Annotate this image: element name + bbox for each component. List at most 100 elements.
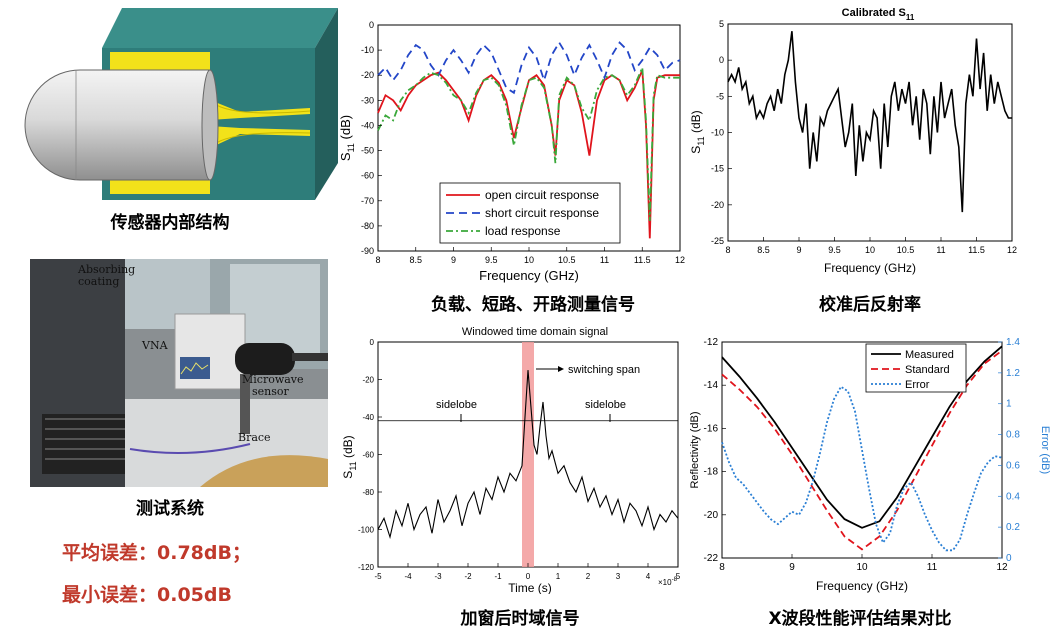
x-tick-label: 9.5 (828, 245, 841, 255)
y-tick-label: 5 (719, 19, 724, 29)
avg-error-note: 平均误差：0.78dB； (62, 542, 251, 564)
series-line-0 (377, 370, 679, 540)
y-right-tick-label: 0.8 (1006, 430, 1020, 441)
chart-x-band-comparison: 8 9 10 11 12 -12 -14 -16 -18 -20 -22 0 0.2 0.4 0.6 0.8 1… (690, 337, 1050, 593)
label-absorbing-2: coating (78, 275, 119, 288)
caption-comparison: X波段性能评估结果对比 (768, 609, 952, 629)
y-right-tick-label: 1.2 (1006, 368, 1020, 379)
series-line-2 (721, 385, 1003, 552)
chart-windowed-time: Windowed time domain signal -5 -4 -3 -2 -1 0 1… (341, 326, 681, 594)
y-tick-label: -20 (704, 510, 719, 521)
label-vna: VNA (141, 339, 169, 352)
y-tick-label: -22 (704, 553, 719, 564)
chart2-xlabel: Frequency (GHz) (824, 261, 916, 275)
y-tick-label: -90 (361, 246, 374, 256)
x-tick-label: -3 (434, 572, 442, 581)
label-microwave-2: sensor (252, 385, 290, 398)
y-right-tick-label: 0.6 (1006, 460, 1020, 471)
x-tick-label: 11 (600, 255, 609, 265)
y-tick-label: -10 (711, 128, 724, 138)
x-tick-label: 8 (719, 562, 725, 573)
series-line-0 (377, 69, 680, 239)
label-brace: Brace (238, 431, 271, 444)
x-tick-label: 11.5 (634, 255, 651, 265)
x-tick-label: 4 (646, 572, 651, 581)
chart2-ylabel: S11 (dB) (690, 110, 706, 153)
x-tick-label: 12 (675, 255, 685, 265)
x-tick-label: 11.5 (968, 245, 985, 255)
x-tick-label: 3 (616, 572, 621, 581)
x-tick-label: 11 (927, 562, 938, 573)
y-tick-label: -25 (711, 236, 724, 246)
label-absorbing-1: Absorbing (77, 263, 135, 276)
x-tick-label: -2 (464, 572, 472, 581)
series-line-0 (721, 345, 1003, 529)
x-tick-label: 10 (524, 255, 534, 265)
switching-span-band (522, 342, 534, 567)
chart3-ylabel: S11 (dB) (341, 435, 358, 478)
y-tick-label: -60 (362, 451, 374, 460)
legend-label-0: open circuit response (485, 188, 599, 202)
y-tick-label: 0 (719, 55, 724, 65)
chart-calibrated-s11: Calibrated S11 8 8.5 9 9.5 10 10.5 11 11.5 12 5 0 -… (690, 7, 1017, 275)
series-line-1 (377, 40, 681, 95)
y-tick-label: -60 (361, 171, 374, 181)
y-tick-label: -20 (711, 200, 724, 210)
x-tick-label: 9 (451, 255, 456, 265)
sensor-illustration (24, 8, 338, 200)
chart3-annotations: switching span sidelobe sidelobe (436, 364, 640, 422)
x-tick-label: 10.5 (558, 255, 576, 265)
y-tick-label: -10 (361, 45, 374, 55)
annotation-switching-span: switching span (568, 364, 640, 376)
x-tick-label: 8 (375, 255, 380, 265)
chart4-xlabel: Frequency (GHz) (816, 579, 908, 593)
annotation-sidelobe-left: sidelobe (436, 399, 477, 411)
x-tick-label: 8 (725, 245, 730, 255)
chart4-ylabel: Reflectivity (dB) (690, 411, 701, 488)
x-tick-label: 0 (526, 572, 531, 581)
x-tick-label: -5 (374, 572, 382, 581)
x-tick-label: 5 (676, 572, 681, 581)
y-tick-label: -70 (361, 196, 374, 206)
sensor-board (102, 8, 338, 48)
legend-label-1: Standard (905, 364, 950, 376)
chart1-xlabel: Frequency (GHz) (479, 268, 579, 283)
series-line-0 (727, 31, 1012, 213)
x-tick-label: 12 (996, 562, 1008, 573)
chart4-legend: Measured Standard Error (865, 343, 967, 393)
min-error-note: 最小误差：0.05dB (62, 584, 232, 606)
y-tick-label: -50 (361, 146, 374, 156)
legend-label-1: short circuit response (485, 206, 599, 220)
y-tick-label: -15 (711, 164, 724, 174)
x-tick-label: 2 (586, 572, 591, 581)
y-tick-label: -100 (358, 526, 375, 535)
chart3-title: Windowed time domain signal (462, 326, 608, 338)
x-tick-label: 10 (856, 562, 868, 573)
y-right-tick-label: 0.2 (1006, 522, 1020, 533)
y-tick-label: -40 (361, 120, 374, 130)
y-tick-label: -20 (362, 376, 374, 385)
y-tick-label: 0 (369, 20, 374, 30)
chart-sparam-signals: 8 8.5 9 9.5 10 10.5 11 11.5 12 0 -10 -20 -30 -40 -50 -6… (340, 20, 685, 283)
y-tick-label: -16 (704, 423, 719, 434)
y-tick-label: -80 (361, 221, 374, 231)
caption-test-system: 测试系统 (136, 499, 204, 519)
x-tick-label: -4 (404, 572, 412, 581)
y-tick-label: -40 (362, 413, 374, 422)
x-tick-label: -1 (494, 572, 502, 581)
y-tick-label: -12 (704, 337, 719, 348)
y-right-tick-label: 1.4 (1006, 337, 1020, 348)
brace (240, 374, 250, 434)
legend-label-2: load response (485, 224, 561, 238)
y-tick-label: -120 (358, 563, 375, 572)
chart1-ylabel: S11 (dB) (340, 115, 356, 161)
label-microwave-1: Microwave (242, 373, 304, 386)
y-tick-label: -80 (362, 488, 374, 497)
x-tick-label: 9 (796, 245, 801, 255)
caption-calibrated: 校准后反射率 (819, 295, 921, 315)
x-tick-label: 8.5 (757, 245, 770, 255)
series-line-1 (721, 349, 1003, 551)
y-tick-label: -30 (361, 95, 374, 105)
series-line-2 (377, 67, 680, 221)
caption-signals: 负载、短路、开路测量信号 (431, 295, 635, 315)
